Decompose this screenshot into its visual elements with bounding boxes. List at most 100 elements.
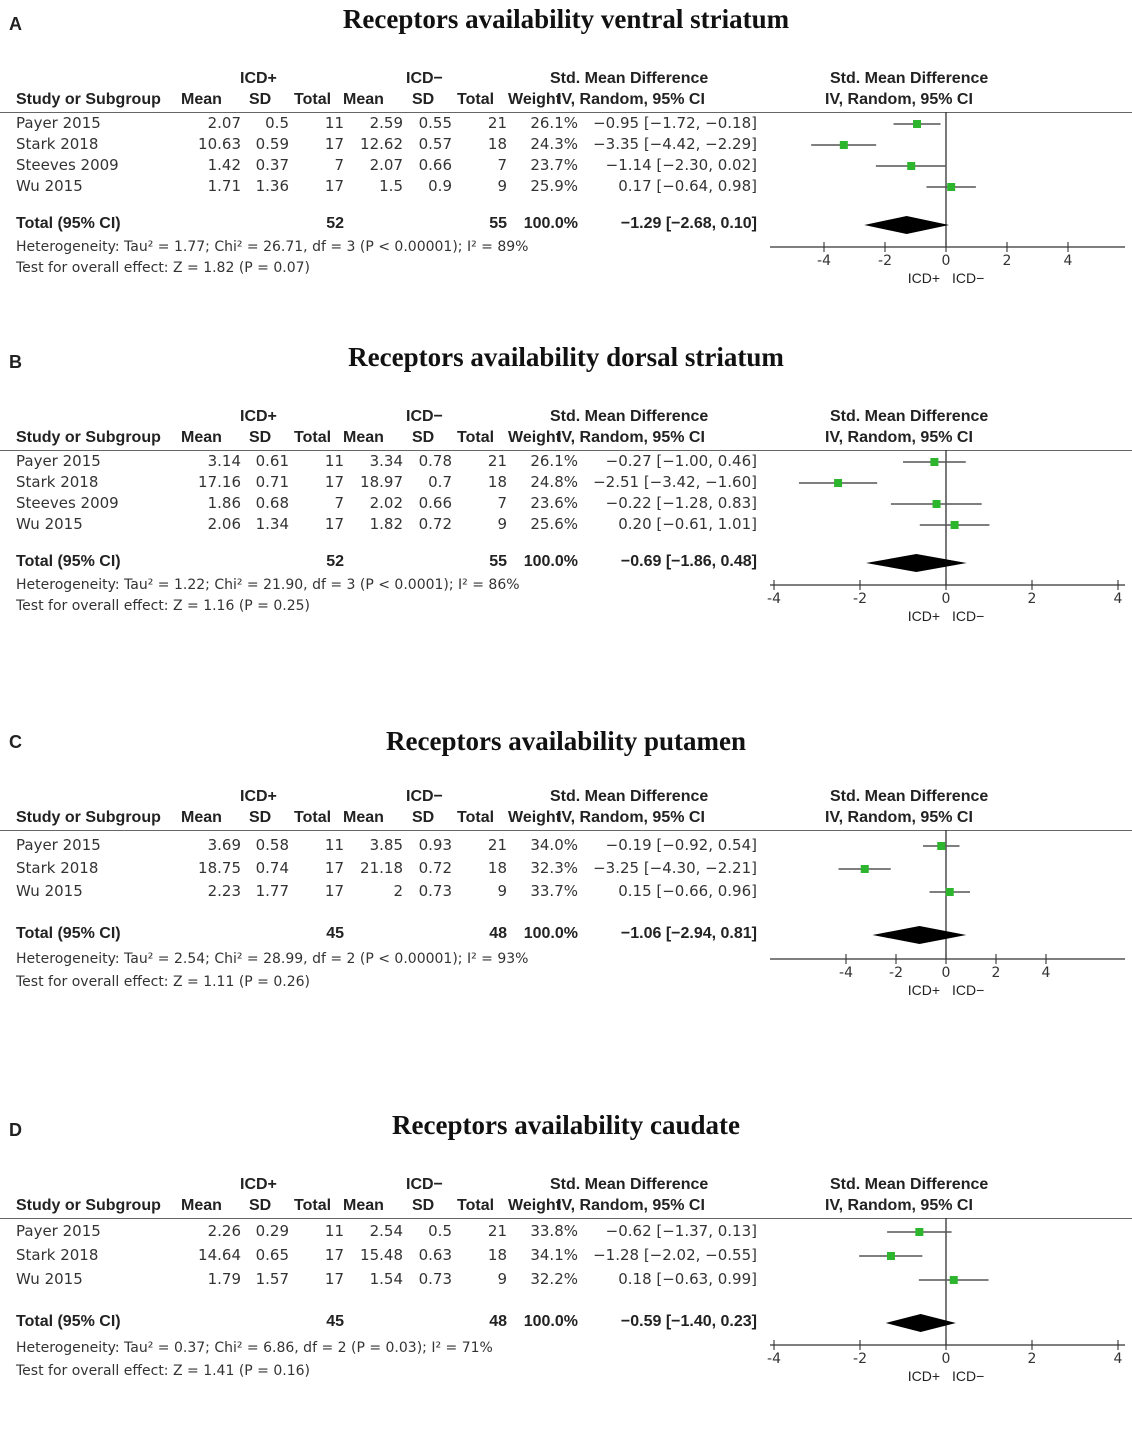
axis-tick-label: -2: [853, 591, 867, 607]
total-neg-n: 48: [489, 925, 507, 942]
mean-neg-value: 21.18: [360, 859, 403, 877]
study-estimate-marker: [860, 865, 869, 873]
sd-pos-value: 0.5: [265, 114, 289, 132]
forest-panel-c: C Receptors availability putamen ICD+ ICD− S…: [0, 718, 1132, 1058]
study-estimate-marker: [950, 521, 959, 529]
total-pos-header: Total: [294, 91, 332, 108]
group-pos-header: ICD+: [240, 1176, 277, 1193]
axis-tick-label: 4: [1114, 1351, 1123, 1367]
total-neg-value: 9: [497, 882, 507, 900]
total-label: Total (95% CI): [16, 925, 121, 942]
study-name: Wu 2015: [16, 1270, 83, 1288]
total-neg-n: 48: [489, 1313, 507, 1330]
panel-letter: B: [9, 352, 22, 372]
mean-neg-header: Mean: [343, 809, 384, 826]
favours-icd-neg-label: ICD−: [952, 982, 984, 998]
axis-tick-label: 0: [942, 591, 951, 607]
ci-value: −3.25 [−4.30, −2.21]: [593, 859, 757, 877]
study-estimate-marker: [932, 500, 941, 508]
total-pos-value: 11: [324, 836, 344, 854]
group-pos-header: ICD+: [240, 70, 277, 87]
mean-pos-value: 2.07: [207, 114, 241, 132]
total-neg-value: 7: [497, 156, 507, 174]
plot-header-2: IV, Random, 95% CI: [825, 429, 973, 446]
study-estimate-marker: [886, 1252, 895, 1260]
ci-value: −2.51 [−3.42, −1.60]: [593, 473, 757, 491]
weight-value: 26.1%: [530, 114, 578, 132]
overall-effect-test: Test for overall effect: Z = 1.82 (P = 0…: [16, 260, 310, 276]
sd-pos-header: SD: [249, 809, 272, 826]
total-neg-header: Total: [457, 809, 495, 826]
total-pos-value: 11: [324, 114, 344, 132]
sd-neg-header: SD: [412, 91, 435, 108]
sd-pos-header: SD: [249, 429, 272, 446]
total-ci: −1.06 [−2.94, 0.81]: [620, 925, 757, 942]
favours-icd-pos-label: ICD+: [908, 270, 940, 286]
axis-tick-label: 2: [1003, 253, 1012, 269]
mean-neg-value: 3.85: [369, 836, 403, 854]
total-pos-value: 17: [324, 1246, 344, 1264]
total-pos-value: 7: [334, 156, 344, 174]
total-pos-value: 17: [324, 515, 344, 533]
forest-plot: -4 -2 0 2 4 ICD+ ICD−: [767, 450, 1125, 624]
total-pos-value: 11: [324, 452, 344, 470]
study-name: Steeves 2009: [16, 494, 119, 512]
overall-effect-test: Test for overall effect: Z = 1.11 (P = 0…: [16, 974, 310, 990]
total-pos-header: Total: [294, 429, 332, 446]
ci-header: IV, Random, 95% CI: [557, 1197, 705, 1214]
study-header: Study or Subgroup: [16, 429, 161, 446]
weight-value: 34.0%: [530, 836, 578, 854]
axis-tick-label: -4: [767, 1351, 781, 1367]
weight-value: 23.6%: [530, 494, 578, 512]
mean-neg-value: 12.62: [360, 135, 403, 153]
mean-neg-value: 15.48: [360, 1246, 403, 1264]
favours-icd-neg-label: ICD−: [952, 1368, 984, 1384]
weight-value: 34.1%: [530, 1246, 578, 1264]
sd-neg-value: 0.72: [418, 515, 452, 533]
group-neg-header: ICD−: [406, 70, 443, 87]
total-pos-value: 17: [324, 859, 344, 877]
mean-neg-header: Mean: [343, 1197, 384, 1214]
sd-pos-value: 1.77: [255, 882, 289, 900]
sd-pos-value: 0.29: [255, 1222, 289, 1240]
axis-tick-label: -2: [853, 1351, 867, 1367]
forest-plot: -4 -2 0 2 4 ICD+ ICD−: [770, 112, 1125, 286]
sd-neg-value: 0.66: [418, 494, 452, 512]
favours-icd-neg-label: ICD−: [952, 270, 984, 286]
study-name: Stark 2018: [16, 473, 99, 491]
total-pos-n: 52: [326, 215, 344, 232]
heterogeneity-stats: Heterogeneity: Tau² = 2.54; Chi² = 28.99…: [16, 951, 529, 967]
study-header: Study or Subgroup: [16, 91, 161, 108]
weight-value: 25.9%: [530, 177, 578, 195]
sd-neg-value: 0.5: [428, 1222, 452, 1240]
ci-value: 0.15 [−0.66, 0.96]: [618, 882, 757, 900]
total-neg-value: 7: [497, 494, 507, 512]
total-weight: 100.0%: [523, 215, 578, 232]
mean-pos-header: Mean: [181, 91, 222, 108]
forest-panel-d: D Receptors availability caudate ICD+ ICD− S…: [0, 1106, 1132, 1446]
axis-tick-label: 0: [942, 1351, 951, 1367]
ci-value: −0.95 [−1.72, −0.18]: [593, 114, 757, 132]
sd-neg-value: 0.57: [418, 135, 452, 153]
study-name: Wu 2015: [16, 515, 83, 533]
overall-effect-test: Test for overall effect: Z = 1.16 (P = 0…: [16, 598, 310, 614]
forest-panel-a: A Receptors availability ventral striatum…: [0, 0, 1132, 340]
study-name: Stark 2018: [16, 1246, 99, 1264]
mean-neg-value: 1.5: [379, 177, 403, 195]
total-weight: 100.0%: [523, 553, 578, 570]
axis-tick-label: -4: [839, 965, 853, 981]
header-rule: [0, 830, 1132, 831]
total-pos-header: Total: [294, 809, 332, 826]
plot-header-2: IV, Random, 95% CI: [825, 809, 973, 826]
axis-tick-label: 4: [1114, 591, 1123, 607]
panel-title: Receptors availability dorsal striatum: [348, 342, 784, 372]
panel-letter: A: [9, 14, 22, 34]
study-name: Payer 2015: [16, 114, 101, 132]
smd-header: Std. Mean Difference: [550, 788, 709, 805]
mean-neg-header: Mean: [343, 91, 384, 108]
mean-neg-value: 1.82: [369, 515, 403, 533]
mean-neg-value: 2.54: [369, 1222, 403, 1240]
study-estimate-marker: [930, 458, 939, 466]
study-estimate-marker: [945, 888, 954, 896]
ci-value: −1.28 [−2.02, −0.55]: [593, 1246, 757, 1264]
